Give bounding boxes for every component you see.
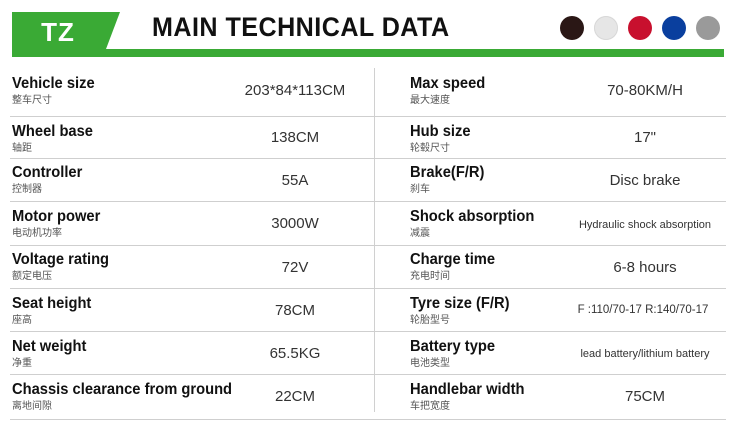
spec-name-cn: 最大速度 xyxy=(410,95,450,106)
spec-name: Controller xyxy=(12,164,83,181)
spec-row: Vehicle size 整车尺寸 203*84*113CM Max speed… xyxy=(10,66,726,117)
spec-value: 55A xyxy=(281,172,309,189)
spec-label: Voltage rating 额定电压 xyxy=(12,250,118,283)
spec-name: Battery type xyxy=(410,338,496,355)
spec-value: 65.5KG xyxy=(269,345,321,362)
color-swatch-blue[interactable] xyxy=(662,16,686,40)
spec-value: Disc brake xyxy=(609,172,681,189)
page-title: MAIN TECHNICAL DATA xyxy=(152,12,450,42)
spec-name-cn: 充电时间 xyxy=(410,271,450,282)
spec-name: Charge time xyxy=(410,251,496,268)
spec-value: 138CM xyxy=(270,129,320,146)
spec-value: 6-8 hours xyxy=(613,259,677,276)
spec-row: Wheel base 轴距 138CM Hub size 轮毂尺寸 17" xyxy=(10,117,726,159)
spec-row: Voltage rating 额定电压 72V Charge time 充电时间… xyxy=(10,246,726,289)
spec-label: Chassis clearance from ground 离地间隙 xyxy=(12,380,251,413)
spec-name: Max speed xyxy=(410,75,486,92)
color-swatch-gray[interactable] xyxy=(696,16,720,40)
spec-row: Motor power 电动机功率 3000W Shock absorption… xyxy=(10,202,726,246)
model-badge-text: TZ xyxy=(41,17,75,47)
spec-value: 3000W xyxy=(271,215,319,232)
spec-label: Handlebar width 车把宽度 xyxy=(410,380,534,413)
spec-label: Vehicle size 整车尺寸 xyxy=(12,74,102,107)
spec-row: Seat height 座高 78CM Tyre size (F/R) 轮胎型号… xyxy=(10,289,726,332)
spec-name-cn: 离地间隙 xyxy=(12,401,52,412)
spec-value: 70-80KM/H xyxy=(607,82,683,99)
spec-value: 17" xyxy=(633,129,656,146)
spec-name-cn: 电池类型 xyxy=(410,358,450,369)
spec-name: Seat height xyxy=(12,295,92,312)
spec-value: 78CM xyxy=(274,302,315,319)
color-swatch-red[interactable] xyxy=(628,16,652,40)
spec-name-cn: 轮胎型号 xyxy=(410,315,450,326)
spec-label: Tyre size (F/R) 轮胎型号 xyxy=(410,294,518,327)
spec-name: Net weight xyxy=(12,338,87,355)
spec-label: Net weight 净重 xyxy=(12,337,93,370)
spec-name: Hub size xyxy=(410,123,471,140)
spec-name-cn: 减震 xyxy=(410,228,430,239)
spec-name: Brake(F/R) xyxy=(410,164,485,181)
color-swatch-brown[interactable] xyxy=(560,16,584,40)
model-badge: TZ xyxy=(12,12,120,52)
spec-name: Vehicle size xyxy=(12,75,95,92)
column-divider xyxy=(374,68,375,412)
spec-name: Handlebar width xyxy=(410,381,525,398)
spec-name-cn: 整车尺寸 xyxy=(12,95,52,106)
header-underline xyxy=(12,49,724,57)
spec-name-cn: 刹车 xyxy=(410,184,430,195)
color-swatches xyxy=(560,16,720,40)
spec-row: Net weight 净重 65.5KG Battery type 电池类型 l… xyxy=(10,332,726,375)
spec-name-cn: 电动机功率 xyxy=(12,228,62,239)
spec-value: Hydraulic shock absorption xyxy=(578,219,712,231)
spec-label: Motor power 电动机功率 xyxy=(12,207,108,240)
spec-name-cn: 座高 xyxy=(12,315,32,326)
spec-name-cn: 轴距 xyxy=(12,143,32,154)
spec-label: Hub size 轮毂尺寸 xyxy=(410,122,476,155)
spec-name-cn: 车把宽度 xyxy=(410,401,450,412)
spec-name: Shock absorption xyxy=(410,208,535,225)
spec-name-cn: 轮毂尺寸 xyxy=(410,143,450,154)
spec-value: lead battery/lithium battery xyxy=(580,348,710,360)
spec-label: Seat height 座高 xyxy=(12,294,98,327)
spec-name-cn: 控制器 xyxy=(12,184,42,195)
spec-name: Wheel base xyxy=(12,123,93,140)
spec-label: Wheel base 轴距 xyxy=(12,122,100,155)
color-swatch-white[interactable] xyxy=(594,16,618,40)
spec-label: Max speed 最大速度 xyxy=(410,74,492,107)
spec-label: Brake(F/R) 刹车 xyxy=(410,163,491,196)
spec-row: Chassis clearance from ground 离地间隙 22CM … xyxy=(10,375,726,420)
spec-name: Voltage rating xyxy=(12,251,110,268)
spec-value: 22CM xyxy=(274,388,315,405)
spec-label: Battery type 电池类型 xyxy=(410,337,502,370)
spec-label: Controller 控制器 xyxy=(12,163,88,196)
spec-name-cn: 额定电压 xyxy=(12,271,52,282)
spec-name-cn: 净重 xyxy=(12,358,32,369)
spec-value: 203*84*113CM xyxy=(244,82,346,99)
spec-value: 75CM xyxy=(624,388,665,405)
spec-value: F :110/70-17 R:140/70-17 xyxy=(577,304,709,316)
spec-table: Vehicle size 整车尺寸 203*84*113CM Max speed… xyxy=(10,66,726,420)
spec-value: 72V xyxy=(281,259,309,276)
spec-name: Motor power xyxy=(12,208,101,225)
spec-label: Shock absorption 减震 xyxy=(410,207,545,240)
spec-name: Tyre size (F/R) xyxy=(410,295,510,312)
header: TZ MAIN TECHNICAL DATA xyxy=(0,0,736,60)
spec-name: Chassis clearance from ground xyxy=(12,381,233,398)
spec-label: Charge time 充电时间 xyxy=(410,250,502,283)
spec-row: Controller 控制器 55A Brake(F/R) 刹车 Disc br… xyxy=(10,159,726,202)
